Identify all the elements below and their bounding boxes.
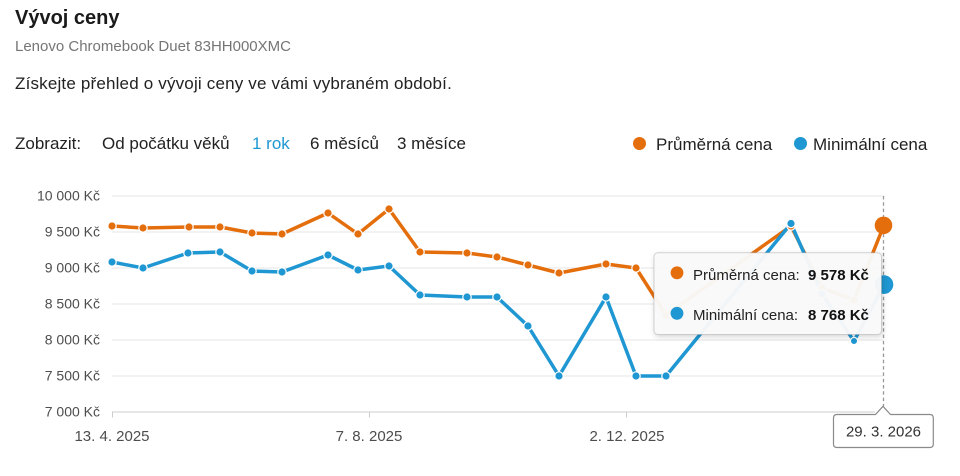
svg-text:7. 8. 2025: 7. 8. 2025 [336, 428, 403, 445]
svg-text:9 500 Kč: 9 500 Kč [45, 224, 100, 240]
svg-text:8 500 Kč: 8 500 Kč [45, 296, 100, 312]
svg-text:7 000 Kč: 7 000 Kč [45, 404, 100, 420]
svg-text:2. 12. 2025: 2. 12. 2025 [589, 428, 664, 445]
svg-text:9 000 Kč: 9 000 Kč [45, 260, 100, 276]
svg-text:13. 4. 2025: 13. 4. 2025 [74, 428, 149, 445]
svg-text:10 000 Kč: 10 000 Kč [37, 188, 100, 204]
svg-text:8 000 Kč: 8 000 Kč [45, 332, 100, 348]
svg-text:7 500 Kč: 7 500 Kč [45, 368, 100, 384]
svg-text:29. 3. 2026: 29. 3. 2026 [846, 424, 921, 441]
